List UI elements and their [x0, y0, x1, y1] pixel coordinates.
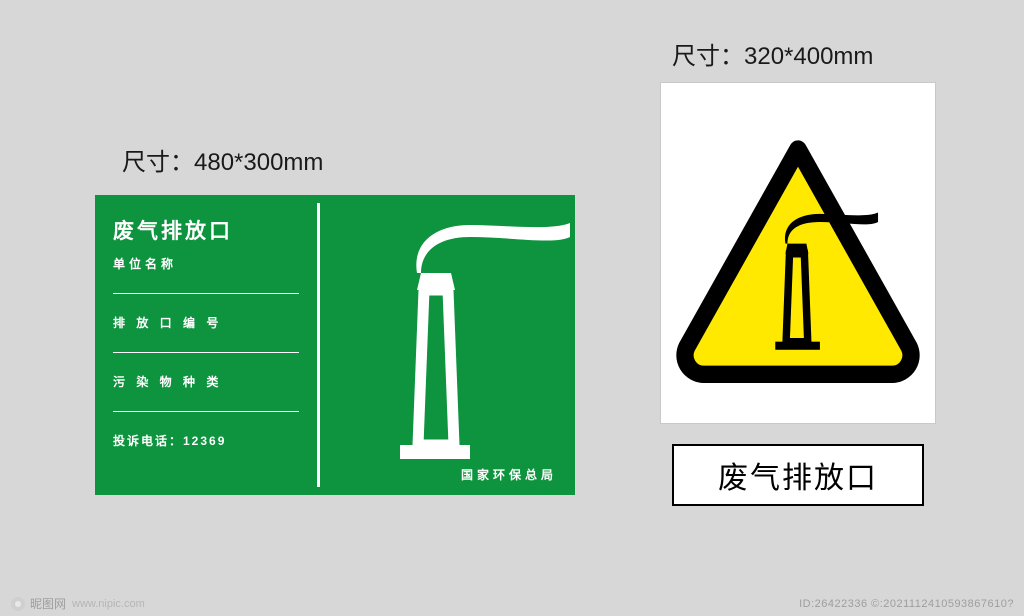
sign-title: 废气排放口 — [113, 215, 299, 245]
field-label-pollutant: 污 染 物 种 类 — [113, 373, 299, 390]
watermark-domain: www.nipic.com — [72, 598, 145, 610]
field-label-unit: 单位名称 — [113, 255, 299, 272]
warning-label-box: 废气排放口 — [672, 444, 924, 506]
field-line — [113, 274, 299, 294]
warning-sign-panel — [660, 82, 936, 424]
watermark-logo-icon — [10, 596, 26, 612]
right-dimension-label: 尺寸：320*400mm — [672, 36, 873, 71]
hotline-text: 投诉电话：12369 — [113, 432, 299, 449]
image-meta-text: ID:26422336 ©:2021112410593867610? — [799, 598, 1014, 610]
green-exhaust-sign: 废气排放口 单位名称 排 放 口 编 号 污 染 物 种 类 投诉电话：1236… — [95, 195, 575, 495]
left-dimension-label: 尺寸：480*300mm — [122, 142, 323, 177]
field-line — [113, 333, 299, 353]
canvas: 尺寸：480*300mm 废气排放口 单位名称 排 放 口 编 号 污 染 物 … — [0, 0, 1024, 616]
watermark-site-name: 昵图网 — [30, 595, 66, 612]
warning-triangle-icon — [668, 103, 928, 403]
green-sign-info-panel: 废气排放口 单位名称 排 放 口 编 号 污 染 物 种 类 投诉电话：1236… — [95, 195, 317, 495]
green-sign-icon-panel: 国家环保总局 — [320, 195, 575, 495]
warning-label-text: 废气排放口 — [718, 453, 878, 497]
field-label-outlet-id: 排 放 口 编 号 — [113, 314, 299, 331]
watermark: 昵图网 www.nipic.com — [10, 595, 145, 612]
field-line — [113, 392, 299, 412]
chimney-icon — [320, 195, 570, 495]
authority-text: 国家环保总局 — [461, 466, 557, 483]
